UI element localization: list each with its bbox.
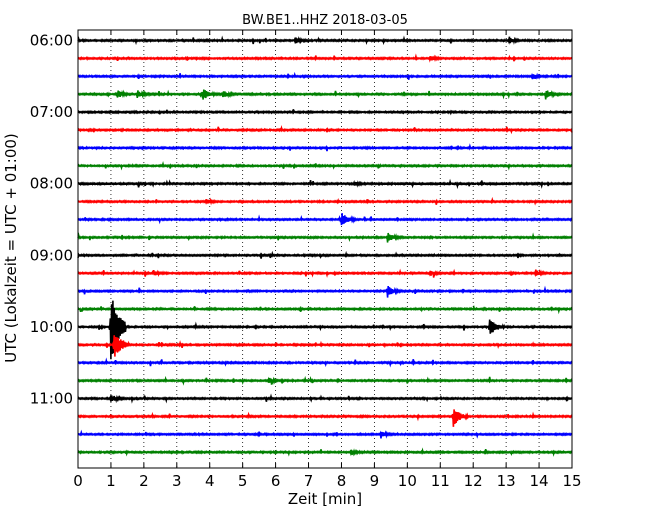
y-tick-label: 08:00 <box>30 175 73 193</box>
x-tick-label: 0 <box>73 472 83 490</box>
y-tick-labels: 06:00 07:00 08:00 09:00 10:00 11:00 <box>30 32 73 408</box>
y-tick-label: 10:00 <box>30 318 73 336</box>
trace-line <box>77 300 573 360</box>
x-tick-label: 14 <box>530 472 549 490</box>
trace-line <box>77 285 573 298</box>
trace-line <box>77 35 573 46</box>
x-tick-label: 9 <box>370 472 380 490</box>
trace-line <box>77 304 573 315</box>
x-tick-label: 7 <box>304 472 314 490</box>
trace-line <box>77 335 573 357</box>
x-tick-label: 10 <box>398 472 417 490</box>
x-tick-label: 12 <box>464 472 483 490</box>
trace-line <box>77 143 573 152</box>
trace-line <box>77 393 573 404</box>
trace-line <box>77 357 573 368</box>
x-tick-label: 15 <box>562 472 581 490</box>
trace-line <box>77 213 573 226</box>
chart-title: BW.BE1..HHZ 2018-03-05 <box>242 13 408 28</box>
trace-line <box>77 178 573 190</box>
x-tick-label: 2 <box>139 472 149 490</box>
trace-line <box>77 124 573 135</box>
y-tick-label: 09:00 <box>30 246 73 264</box>
x-tick-label: 11 <box>431 472 450 490</box>
trace-line <box>77 161 573 171</box>
trace-line <box>77 89 573 100</box>
x-tick-label: 13 <box>497 472 516 490</box>
trace-line <box>77 447 573 457</box>
y-tick-label: 11:00 <box>30 390 73 408</box>
trace-line <box>77 268 573 278</box>
x-tick-label: 8 <box>337 472 347 490</box>
plot-frame <box>77 29 573 469</box>
axis-ticks <box>77 30 573 468</box>
x-tick-label: 4 <box>205 472 215 490</box>
trace-line <box>77 232 573 243</box>
trace-line <box>77 196 573 206</box>
trace-line <box>77 429 573 439</box>
x-tick-labels: 0 1 2 3 4 5 6 7 8 9 10 11 12 13 14 15 <box>73 472 581 490</box>
trace-line <box>77 109 573 116</box>
x-tick-label: 5 <box>238 472 248 490</box>
trace-line <box>77 375 573 386</box>
trace-line <box>77 409 573 427</box>
trace-line <box>77 53 573 63</box>
x-axis-label: Zeit [min] <box>288 490 362 508</box>
seismic-traces <box>77 35 573 457</box>
trace-line <box>77 71 573 80</box>
y-axis-label: UTC (Lokalzeit = UTC + 01:00) <box>2 133 20 363</box>
x-tick-label: 1 <box>106 472 116 490</box>
x-tick-label: 6 <box>271 472 281 490</box>
y-tick-label: 07:00 <box>30 103 73 121</box>
trace-line <box>77 250 573 260</box>
x-tick-label: 3 <box>172 472 182 490</box>
y-tick-label: 06:00 <box>30 32 73 50</box>
